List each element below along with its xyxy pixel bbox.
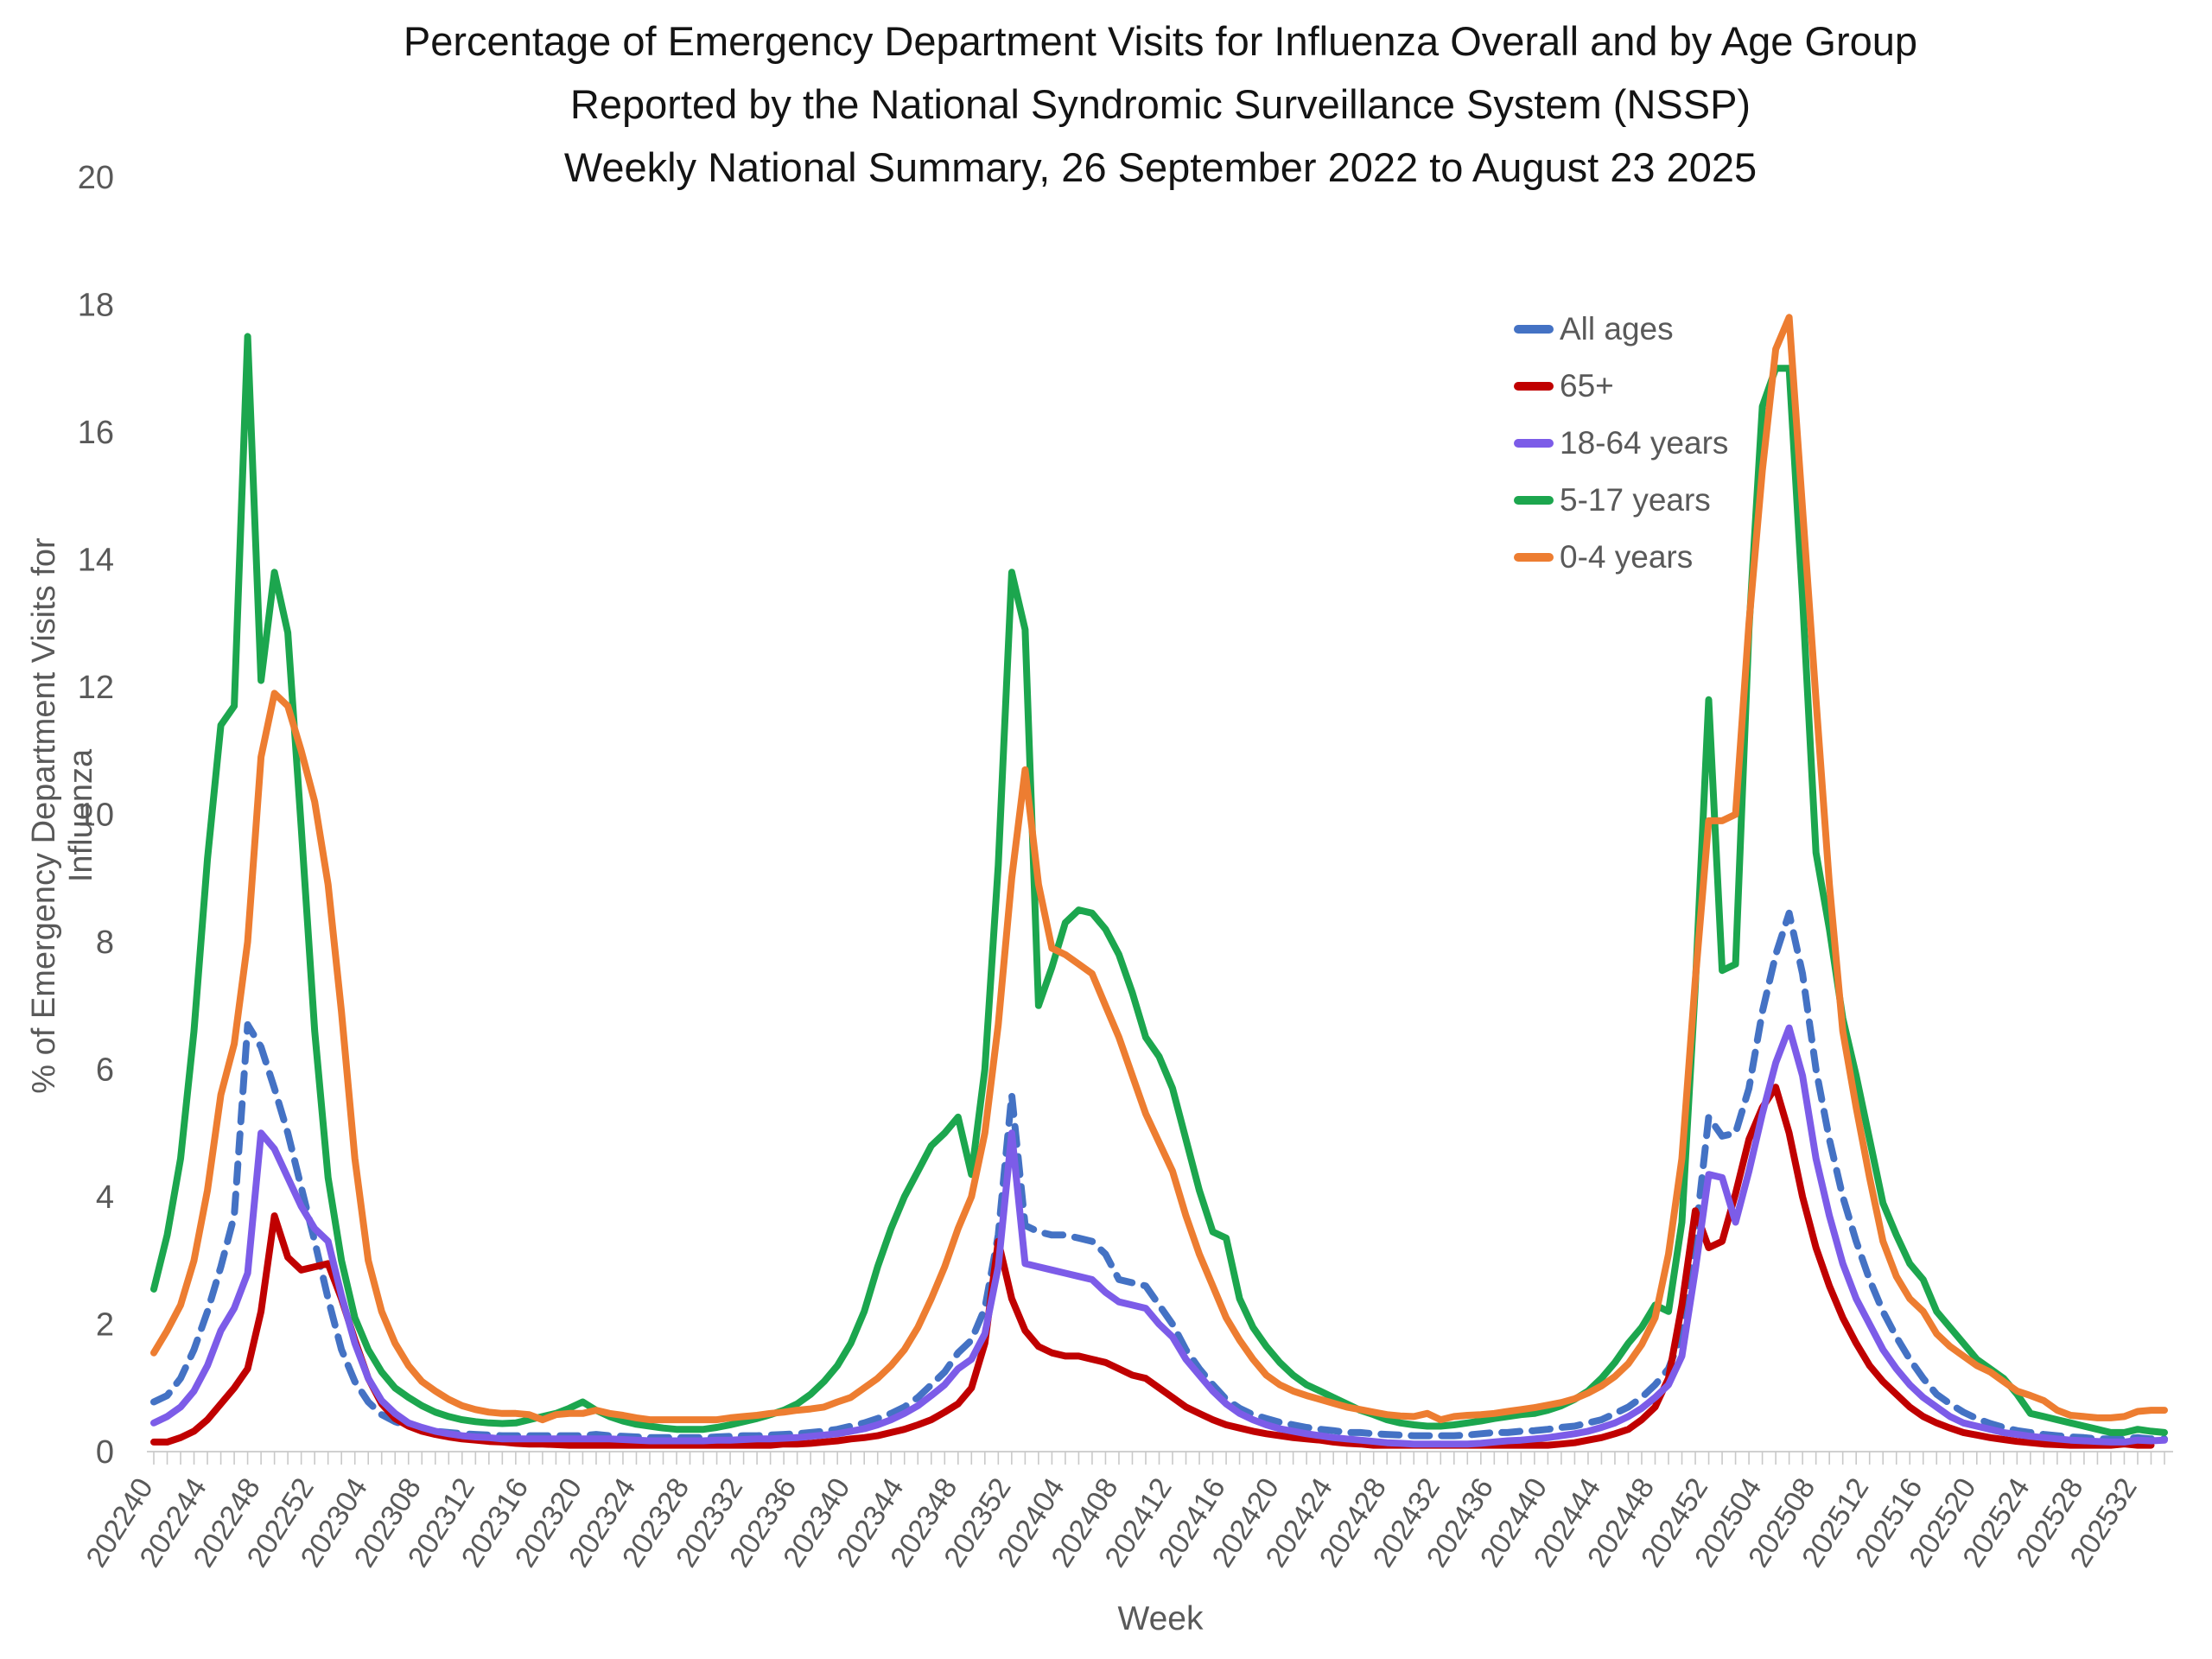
legend-label: 0-4 years (1560, 539, 1694, 575)
legend-swatch-icon (1514, 439, 1554, 448)
y-tick-label: 4 (96, 1179, 114, 1216)
x-axis-title: Week (1117, 1600, 1204, 1637)
y-tick-label: 0 (96, 1434, 114, 1471)
y-tick-label: 6 (96, 1052, 114, 1089)
y-tick-label: 12 (78, 670, 114, 706)
y-tick-label: 20 (78, 160, 114, 196)
legend-swatch-icon (1514, 553, 1554, 562)
legend-item-18-64-years: 18-64 years (1514, 415, 1728, 472)
legend: All ages 65+ 18-64 years 5-17 years 0-4 year… (1514, 301, 1728, 586)
y-tick-label: 14 (78, 543, 114, 579)
series-line-65- (150, 1084, 2155, 1449)
series-line-0-4-years (150, 314, 2168, 1424)
chart-title-line1: Percentage of Emergency Department Visit… (403, 18, 1918, 64)
y-tick-label: 2 (96, 1307, 114, 1344)
legend-item-0-4-years: 0-4 years (1514, 529, 1728, 586)
legend-swatch-icon (1514, 382, 1554, 391)
legend-item-all-ages: All ages (1514, 301, 1728, 358)
legend-label: 18-64 years (1560, 425, 1729, 461)
chart-title-line3: Weekly National Summary, 26 September 20… (563, 143, 1758, 190)
y-tick-label: 10 (78, 798, 114, 834)
legend-swatch-icon (1514, 496, 1554, 505)
legend-swatch-icon (1514, 325, 1554, 334)
legend-label: 5-17 years (1560, 482, 1711, 518)
legend-label: All ages (1560, 311, 1674, 346)
chart-title-line2: Reported by the National Syndromic Surve… (569, 80, 1751, 127)
series-line-18-64-years (150, 1024, 2168, 1448)
legend-item-5-17-years: 5-17 years (1514, 472, 1728, 529)
y-tick-label: 18 (78, 288, 114, 324)
series-line-5-17-years (150, 333, 2168, 1436)
legend-item-65-: 65+ (1514, 358, 1728, 415)
y-axis-title: % of Emergency Department Visits for Inf… (26, 537, 99, 1094)
y-tick-label: 8 (96, 925, 114, 961)
legend-label: 65+ (1560, 368, 1614, 404)
chart-title: Percentage of Emergency Department Visit… (154, 10, 2167, 200)
y-tick-label: 16 (78, 415, 114, 451)
